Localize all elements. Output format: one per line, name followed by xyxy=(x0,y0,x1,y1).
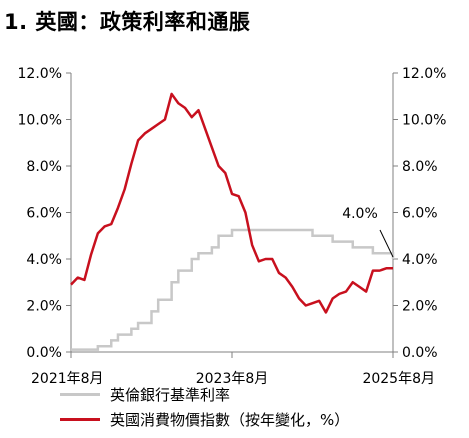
series-lines xyxy=(70,92,395,351)
x-tick-label: 2025年8月 xyxy=(362,371,435,387)
legend-swatch-policy-rate xyxy=(60,393,100,396)
y-tick-label-left: 6.0% xyxy=(26,206,62,222)
y-tick-label-right: 4.0% xyxy=(402,252,438,268)
legend-label-inflation: 英國消費物價指數（按年變化，%） xyxy=(110,411,350,429)
y-tick-label-left: 8.0% xyxy=(26,159,62,175)
legend-swatch-inflation xyxy=(60,418,100,421)
x-tick-label: 2021年8月 xyxy=(31,371,104,387)
y-tick-label-right: 0.0% xyxy=(402,345,438,361)
annotation: 4.0% xyxy=(342,206,394,258)
y-tick-label-right: 6.0% xyxy=(402,206,438,222)
y-tick-label-right: 8.0% xyxy=(402,159,438,175)
legend-item-policy-rate: 英倫銀行基準利率 xyxy=(60,384,230,405)
y-tick-label-left: 12.0% xyxy=(18,66,62,82)
y-tick-label-left: 10.0% xyxy=(18,113,62,129)
tick-labels: 0.0% 2.0% 4.0% 6.0% 8.0% 10.0% 12.0% 0.0% 2.0% 4.… xyxy=(18,66,447,387)
series-line-policy-rate xyxy=(71,228,395,351)
y-tick-label-left: 4.0% xyxy=(26,252,62,268)
chart-axes xyxy=(66,72,398,358)
annotation-label: 4.0% xyxy=(342,206,378,222)
y-tick-label-right: 2.0% xyxy=(402,299,438,315)
page-title: 1. 英國：政策利率和通脹 xyxy=(4,10,251,34)
annotation-leader-line xyxy=(379,229,394,258)
y-tick-label-left: 2.0% xyxy=(26,299,62,315)
y-tick-label-right: 10.0% xyxy=(402,113,446,129)
legend-item-inflation: 英國消費物價指數（按年變化，%） xyxy=(60,409,349,430)
legend-label-policy-rate: 英倫銀行基準利率 xyxy=(110,386,231,404)
y-tick-label-right: 12.0% xyxy=(402,66,446,82)
y-tick-label-left: 0.0% xyxy=(26,345,62,361)
x-tick-label: 2023年8月 xyxy=(196,371,269,387)
series-line-inflation xyxy=(70,92,393,314)
